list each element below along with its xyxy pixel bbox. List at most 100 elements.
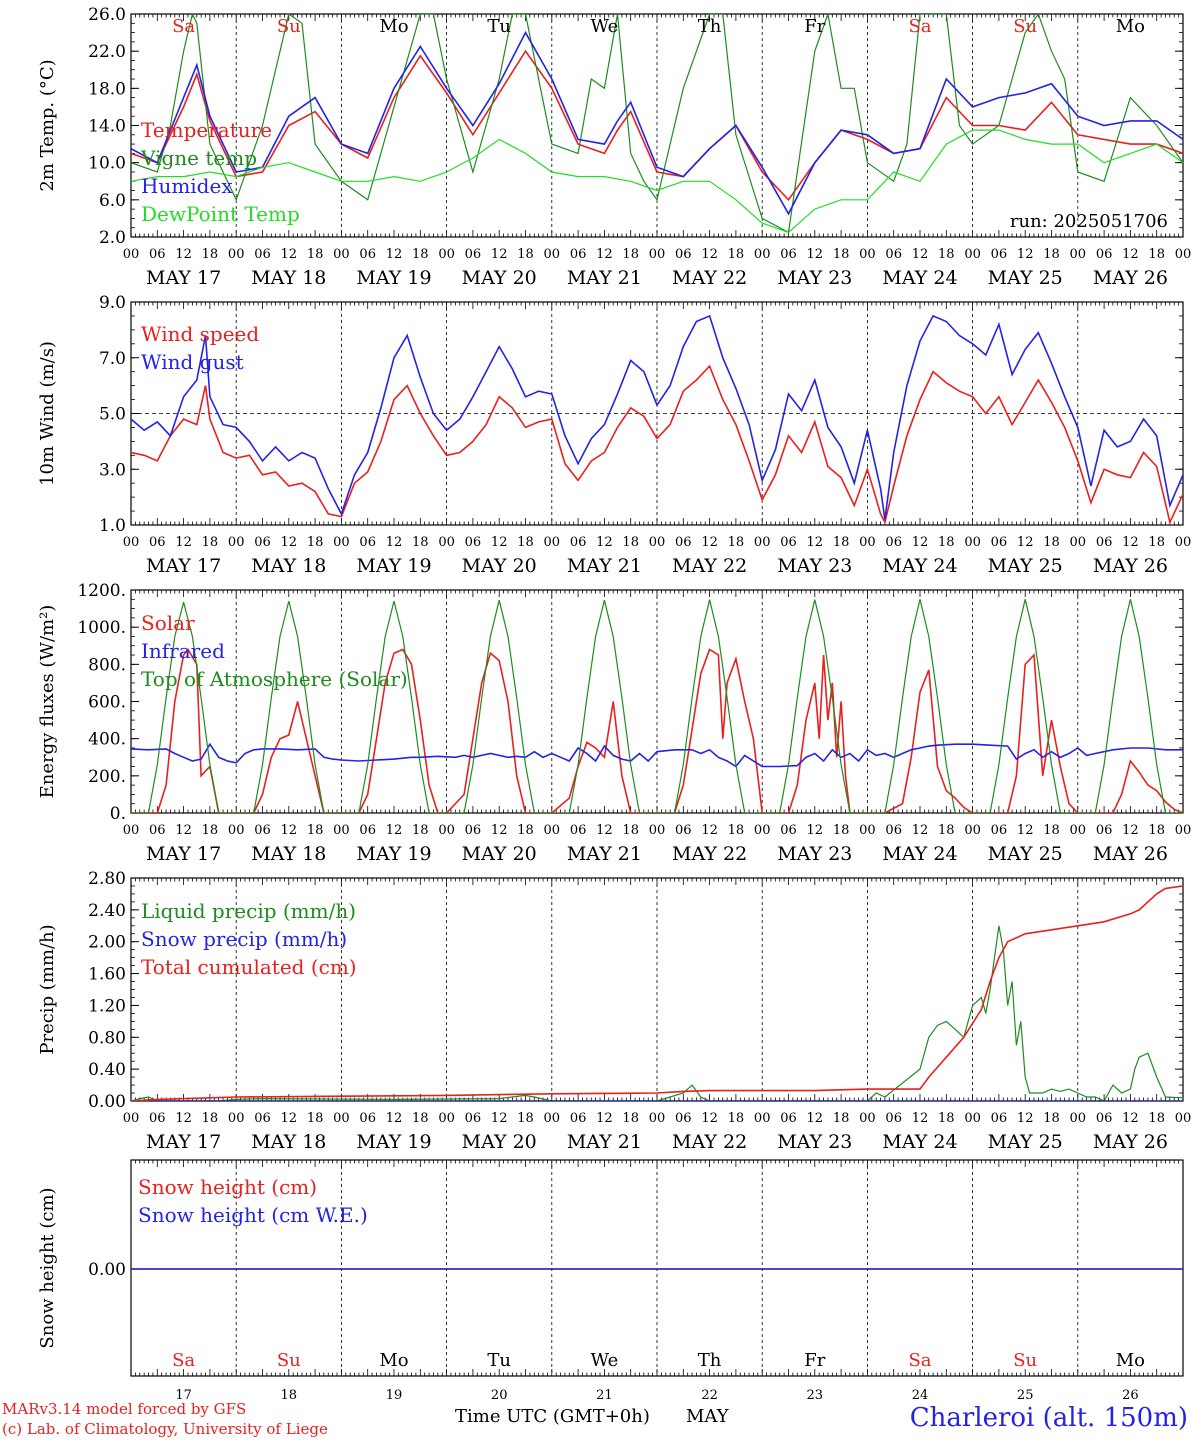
lab-credit: (c) Lab. of Climatology, University of L… bbox=[2, 1420, 328, 1438]
hour-label: 18 bbox=[728, 1111, 745, 1126]
hour-label: 12 bbox=[807, 823, 824, 838]
day-label: MAY 21 bbox=[567, 843, 642, 865]
y-tick-label: 1.20 bbox=[88, 996, 126, 1016]
hour-label: 12 bbox=[1017, 1111, 1034, 1126]
day-label: MAY 26 bbox=[1093, 267, 1168, 289]
day-number-label: 19 bbox=[386, 1388, 403, 1403]
hour-label: 06 bbox=[780, 823, 797, 838]
hour-label: 06 bbox=[885, 823, 902, 838]
hour-label: 06 bbox=[675, 535, 692, 550]
hour-label: 06 bbox=[885, 535, 902, 550]
hour-label: 18 bbox=[1148, 823, 1165, 838]
day-label: MAY 22 bbox=[672, 555, 747, 577]
hour-label: 06 bbox=[149, 1111, 166, 1126]
hour-label: 18 bbox=[307, 535, 324, 550]
weekday-label: Mo bbox=[379, 16, 408, 37]
y-tick-label: 1.0 bbox=[99, 516, 126, 536]
day-label: MAY 25 bbox=[988, 843, 1063, 865]
day-label: MAY 18 bbox=[251, 555, 326, 577]
hour-label: 18 bbox=[1148, 1111, 1165, 1126]
weekday-label: Sa bbox=[172, 16, 195, 37]
y-tick-label: 5.0 bbox=[99, 405, 126, 425]
y-tick-label: 3.0 bbox=[99, 460, 126, 480]
hour-label: 12 bbox=[1017, 823, 1034, 838]
hour-label: 18 bbox=[1043, 247, 1060, 262]
hour-label: 18 bbox=[833, 535, 850, 550]
hour-label: 12 bbox=[701, 247, 718, 262]
legend-entry: Vigne temp bbox=[140, 146, 257, 170]
day-number-label: 26 bbox=[1122, 1388, 1139, 1403]
day-label: MAY 23 bbox=[777, 843, 852, 865]
hour-label: 18 bbox=[412, 535, 429, 550]
hour-label: 12 bbox=[175, 823, 192, 838]
day-label: MAY 25 bbox=[988, 555, 1063, 577]
y-axis-label: 10m Wind (m/s) bbox=[37, 341, 58, 486]
hour-label: 12 bbox=[596, 1111, 613, 1126]
hour-label: 18 bbox=[833, 247, 850, 262]
day-label: MAY 17 bbox=[146, 555, 221, 577]
legend-entry: Liquid precip (mm/h) bbox=[141, 899, 356, 923]
hour-label: 12 bbox=[491, 535, 508, 550]
hour-label: 06 bbox=[254, 247, 271, 262]
hour-label: 12 bbox=[596, 535, 613, 550]
hour-label: 06 bbox=[254, 823, 271, 838]
y-tick-label: 0.00 bbox=[88, 1260, 126, 1280]
hour-label: 00 bbox=[1175, 823, 1192, 838]
series-line-1 bbox=[131, 742, 1183, 768]
day-label: MAY 23 bbox=[777, 555, 852, 577]
hour-label: 00 bbox=[754, 823, 771, 838]
y-tick-label: 14.0 bbox=[88, 117, 126, 137]
hour-label: 06 bbox=[780, 535, 797, 550]
legend-entry: Snow height (cm W.E.) bbox=[138, 1203, 368, 1227]
hour-label: 18 bbox=[622, 1111, 639, 1126]
hour-label: 12 bbox=[491, 1111, 508, 1126]
hour-label: 00 bbox=[1175, 535, 1192, 550]
hour-label: 18 bbox=[728, 247, 745, 262]
hour-label: 06 bbox=[570, 247, 587, 262]
y-tick-label: 2.00 bbox=[88, 933, 126, 953]
hour-label: 18 bbox=[938, 247, 955, 262]
panel-frame bbox=[130, 589, 1184, 814]
y-tick-label: 2.40 bbox=[88, 901, 126, 921]
hour-label: 06 bbox=[1096, 1111, 1113, 1126]
hour-label: 18 bbox=[412, 1111, 429, 1126]
run-label: run: 2025051706 bbox=[1010, 211, 1168, 232]
series-group bbox=[131, 599, 1183, 813]
hour-label: 06 bbox=[570, 535, 587, 550]
hour-label: 12 bbox=[807, 247, 824, 262]
hour-label: 00 bbox=[544, 247, 561, 262]
hour-label: 12 bbox=[386, 1111, 403, 1126]
day-label: MAY 17 bbox=[146, 843, 221, 865]
hour-label: 12 bbox=[701, 535, 718, 550]
weekday-label: Th bbox=[698, 16, 722, 37]
weekday-label: Fr bbox=[804, 1350, 825, 1371]
y-axis-label: Precip (mm/h) bbox=[37, 924, 58, 1054]
hour-label: 00 bbox=[649, 535, 666, 550]
hour-label: 12 bbox=[912, 247, 929, 262]
hour-label: 00 bbox=[123, 823, 140, 838]
y-tick-label: 400. bbox=[88, 730, 126, 750]
hour-label: 00 bbox=[1070, 1111, 1087, 1126]
hour-label: 00 bbox=[544, 823, 561, 838]
hour-label: 12 bbox=[1122, 247, 1139, 262]
hour-label: 00 bbox=[754, 1111, 771, 1126]
hour-label: 06 bbox=[675, 1111, 692, 1126]
y-tick-label: 0.80 bbox=[88, 1028, 126, 1048]
hour-label: 18 bbox=[202, 1111, 219, 1126]
y-tick-label: 0.40 bbox=[88, 1060, 126, 1080]
time-axis-label: Time UTC (GMT+0h) bbox=[455, 1406, 650, 1427]
hour-label: 00 bbox=[964, 1111, 981, 1126]
day-label: MAY 21 bbox=[567, 1131, 642, 1153]
hour-label: 00 bbox=[333, 535, 350, 550]
hour-label: 18 bbox=[517, 1111, 534, 1126]
hour-label: 18 bbox=[517, 823, 534, 838]
y-tick-label: 9.0 bbox=[99, 293, 126, 313]
hour-label: 18 bbox=[202, 823, 219, 838]
day-number-label: 18 bbox=[281, 1388, 298, 1403]
hour-label: 00 bbox=[438, 1111, 455, 1126]
hour-label: 18 bbox=[412, 823, 429, 838]
day-label: MAY 24 bbox=[882, 1131, 957, 1153]
day-label: MAY 19 bbox=[356, 843, 431, 865]
legend-entry: Humidex bbox=[141, 174, 233, 198]
